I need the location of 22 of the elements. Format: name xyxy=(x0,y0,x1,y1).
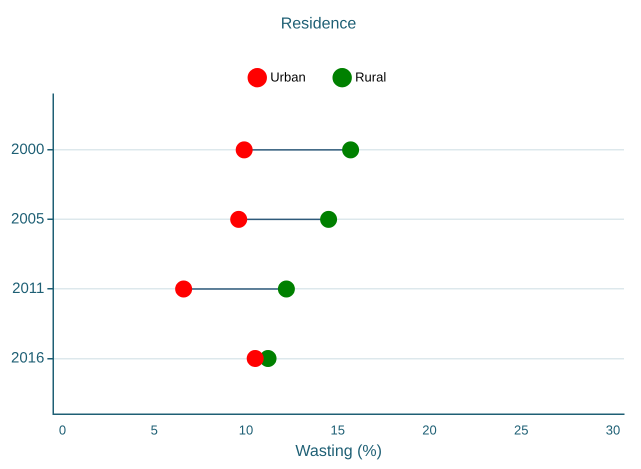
legend-label: Urban xyxy=(270,69,306,84)
point xyxy=(236,141,253,158)
y-tick-label: 2005 xyxy=(10,210,44,228)
x-tick-label: 10 xyxy=(238,422,254,438)
legend-label: Rural xyxy=(355,69,386,84)
x-tick-label: 15 xyxy=(330,422,345,438)
point xyxy=(246,350,264,368)
x-tick-label: 0 xyxy=(58,422,66,438)
x-tick-label: 30 xyxy=(606,422,620,438)
x-axis-title: Wasting (%) xyxy=(295,442,382,460)
point xyxy=(320,210,338,228)
y-tick-label: 2000 xyxy=(10,140,44,158)
legend-title: Residence xyxy=(280,15,356,32)
x-tick-label: 25 xyxy=(514,422,528,438)
point xyxy=(175,280,192,298)
point xyxy=(230,210,248,228)
y-tick-label: 2011 xyxy=(12,280,44,298)
point xyxy=(278,280,295,298)
point xyxy=(342,141,360,158)
y-tick-label: 2016 xyxy=(10,350,44,367)
x-tick-label: 20 xyxy=(422,422,437,438)
x-tick-label: 5 xyxy=(150,422,158,438)
